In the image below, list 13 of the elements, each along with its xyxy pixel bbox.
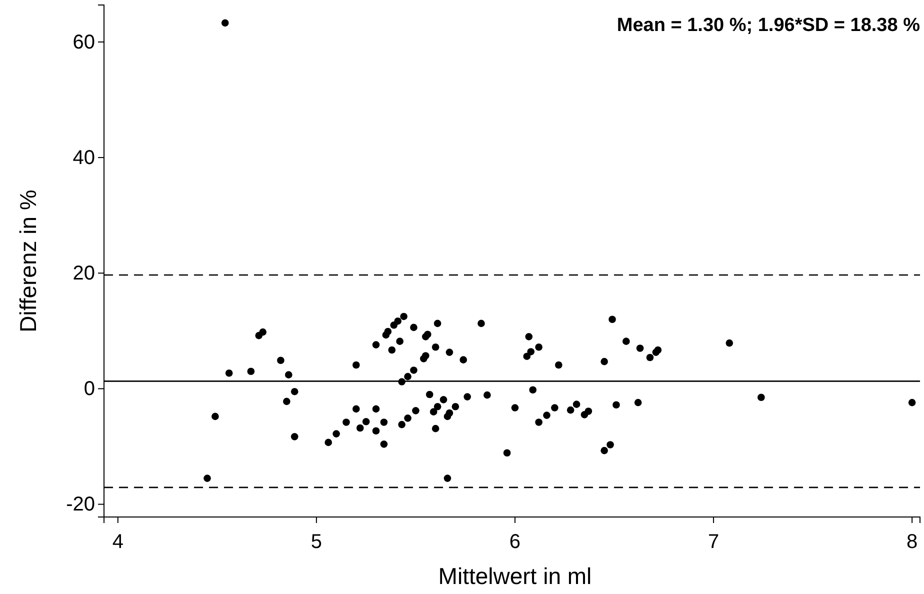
x-tick-label: 5 (310, 531, 322, 553)
y-tick-label: 20 (72, 262, 95, 285)
y-tick-label: 40 (72, 146, 95, 169)
x-tick-label: 8 (906, 531, 918, 553)
x-tick-label: 4 (112, 531, 124, 553)
y-axis-title: Differenz in % (15, 190, 41, 332)
y-tick-label: -20 (66, 494, 95, 516)
x-tick-label: 7 (708, 531, 720, 553)
annotation: Mean = 1.30 %; 1.96*SD = 18.38 % (616, 15, 920, 36)
x-axis-title: Mittelwert in ml (438, 563, 592, 589)
y-tick-label: 0 (84, 378, 95, 400)
y-tick-label: 60 (72, 31, 95, 54)
x-tick-label: 6 (509, 531, 521, 553)
